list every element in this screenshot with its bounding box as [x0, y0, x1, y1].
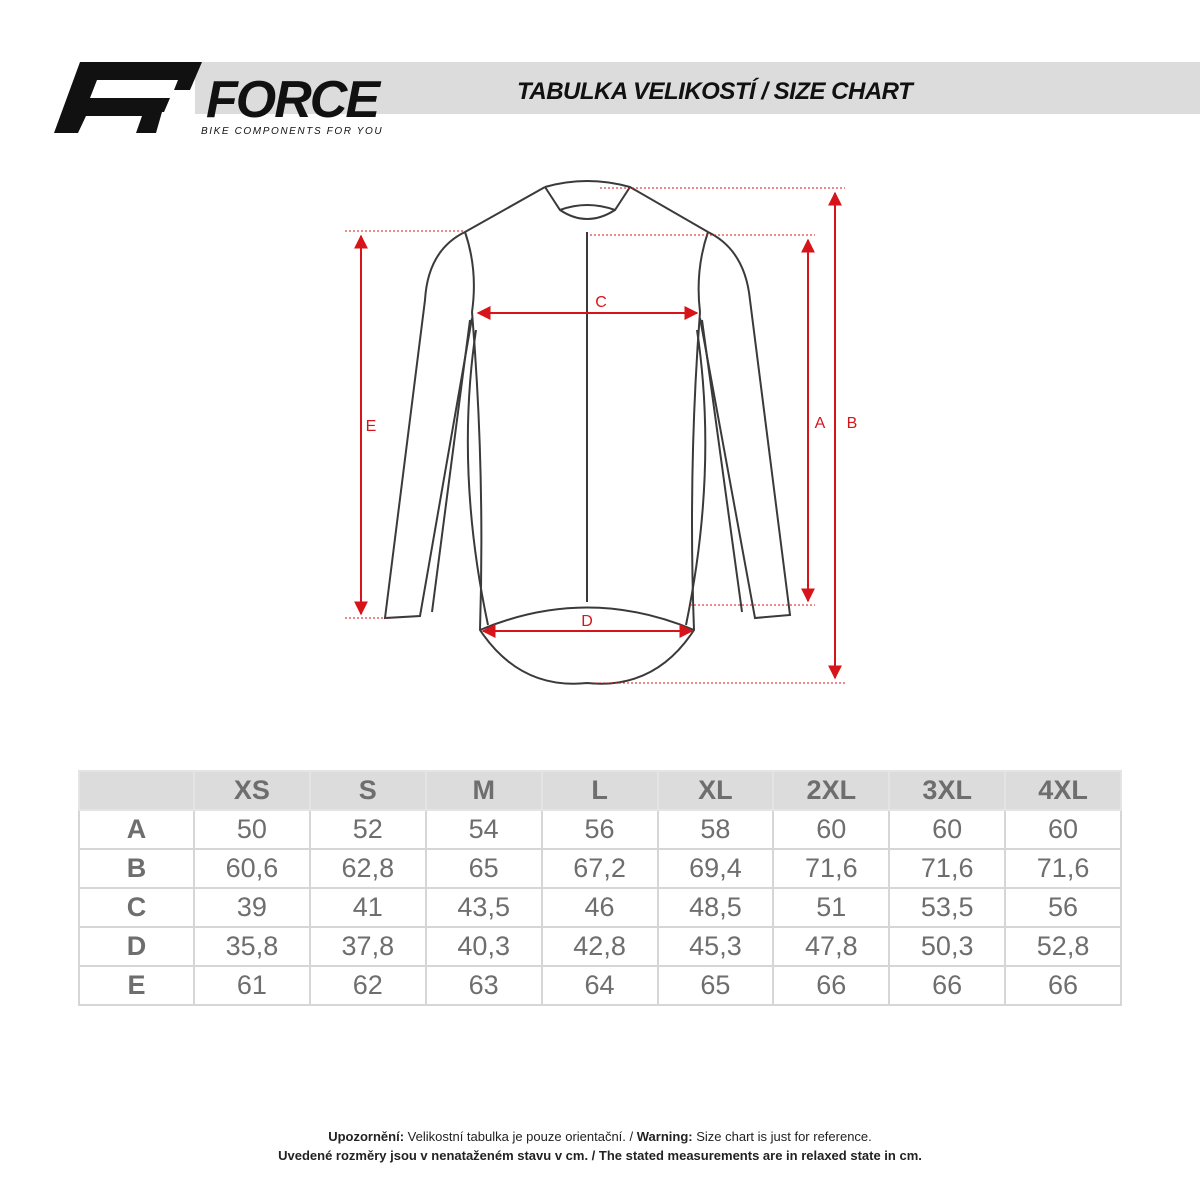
table-cell: 46: [540, 887, 659, 928]
label-c: C: [595, 294, 607, 311]
table-cell: 61: [193, 965, 311, 1006]
table-cell: 52,8: [1004, 926, 1122, 967]
table-cell: 45,3: [656, 926, 775, 967]
table-cell: 35,8: [193, 926, 311, 967]
measurement-lines: [345, 187, 845, 684]
page-title: TABULKA VELIKOSTÍ / SIZE CHART: [517, 78, 913, 105]
table-row: A 50 52 54 56 58 60 60 60: [78, 809, 1122, 850]
footer-warning: Upozornění: Velikostní tabulka je pouze …: [0, 1129, 1200, 1144]
table-cell: 65: [424, 848, 543, 889]
table-cell: 62,8: [308, 848, 427, 889]
table-cell: 71,6: [888, 848, 1007, 889]
table-cell: 69,4: [656, 848, 775, 889]
table-cell: 71,6: [772, 848, 891, 889]
footer-measurement-note: Uvedené rozměry jsou v nenataženém stavu…: [278, 1148, 922, 1163]
warning-label-cz: Upozornění:: [328, 1129, 405, 1144]
table-cell: 66: [888, 965, 1007, 1006]
table-cell: 60,6: [193, 848, 311, 889]
row-label: D: [78, 926, 195, 967]
table-cell: 43,5: [424, 887, 543, 928]
table-cell: 63: [424, 965, 543, 1006]
table-cell: 40,3: [424, 926, 543, 967]
column-header: L: [540, 770, 659, 811]
column-header: [78, 770, 195, 811]
table-cell: 60: [888, 809, 1007, 850]
table-cell: 50: [193, 809, 311, 850]
label-a: A: [815, 415, 826, 432]
warning-text-en: Size chart is just for reference.: [692, 1129, 872, 1144]
warning-label-en: Warning:: [636, 1129, 693, 1144]
warning-text-cz: Velikostní tabulka je pouze orientační. …: [404, 1129, 637, 1144]
column-header: M: [424, 770, 543, 811]
table-cell: 66: [1004, 965, 1122, 1006]
label-e: E: [366, 418, 377, 435]
table-cell: 62: [308, 965, 427, 1006]
size-table: XS S M L XL 2XL 3XL 4XL A 50 52 54 56 58 60 60 6…: [78, 770, 1122, 1006]
table-row: E 61 62 63 64 65 66 66 66: [78, 965, 1122, 1006]
table-cell: 64: [540, 965, 659, 1006]
table-row: C 39 41 43,5 46 48,5 51 53,5 56: [78, 887, 1122, 928]
table-cell: 52: [308, 809, 427, 850]
table-cell: 41: [308, 887, 427, 928]
row-label: C: [78, 887, 195, 928]
column-header: XS: [193, 770, 311, 811]
table-row: B 60,6 62,8 65 67,2 69,4 71,6 71,6 71,6: [78, 848, 1122, 889]
brand-name: FORCE: [206, 71, 380, 129]
table-row: D 35,8 37,8 40,3 42,8 45,3 47,8 50,3 52,8: [78, 926, 1122, 967]
column-header: XL: [656, 770, 775, 811]
table-cell: 54: [424, 809, 543, 850]
row-label: E: [78, 965, 195, 1006]
table-cell: 56: [540, 809, 659, 850]
table-cell: 60: [772, 809, 891, 850]
column-header: S: [308, 770, 427, 811]
table-cell: 71,6: [1004, 848, 1122, 889]
label-b: B: [847, 415, 858, 432]
table-cell: 53,5: [888, 887, 1007, 928]
column-header: 2XL: [772, 770, 891, 811]
row-label: A: [78, 809, 195, 850]
table-cell: 39: [193, 887, 311, 928]
table-cell: 66: [772, 965, 891, 1006]
table-cell: 56: [1004, 887, 1122, 928]
force-logo-icon: [54, 62, 202, 133]
table-header-row: XS S M L XL 2XL 3XL 4XL: [78, 770, 1122, 811]
table-cell: 37,8: [308, 926, 427, 967]
table-cell: 60: [1004, 809, 1122, 850]
table-cell: 48,5: [656, 887, 775, 928]
jersey-outline: [383, 180, 792, 685]
table-cell: 47,8: [772, 926, 891, 967]
column-header: 4XL: [1004, 770, 1122, 811]
table-cell: 65: [656, 965, 775, 1006]
label-d: D: [581, 613, 593, 630]
table-cell: 50,3: [888, 926, 1007, 967]
table-cell: 51: [772, 887, 891, 928]
table-cell: 42,8: [540, 926, 659, 967]
column-header: 3XL: [888, 770, 1007, 811]
header-banner: [195, 62, 1200, 114]
row-label: B: [78, 848, 195, 889]
table-cell: 67,2: [540, 848, 659, 889]
brand-tagline: BIKE COMPONENTS FOR YOU: [201, 126, 384, 137]
table-cell: 58: [656, 809, 775, 850]
